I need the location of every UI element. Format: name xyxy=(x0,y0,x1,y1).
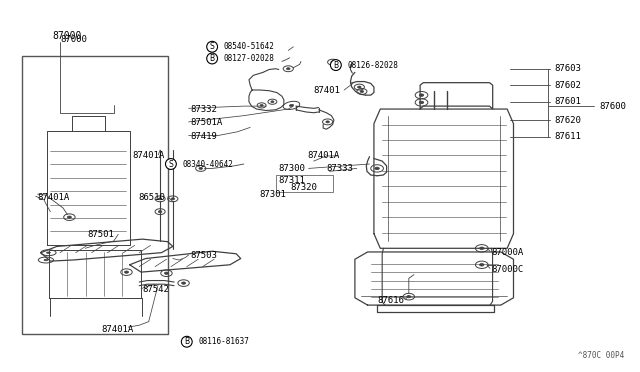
Circle shape xyxy=(158,211,162,213)
Text: 87542: 87542 xyxy=(142,285,169,294)
Circle shape xyxy=(479,247,484,250)
Circle shape xyxy=(407,295,411,298)
Text: 87503: 87503 xyxy=(191,251,218,260)
Text: 87501: 87501 xyxy=(87,230,114,239)
Text: ^870C 00P4: ^870C 00P4 xyxy=(579,351,625,360)
Circle shape xyxy=(182,282,186,284)
Text: 87419: 87419 xyxy=(190,132,217,141)
Circle shape xyxy=(199,167,202,169)
Text: 87311: 87311 xyxy=(279,176,306,185)
Circle shape xyxy=(271,101,274,103)
Text: 87320: 87320 xyxy=(290,183,317,192)
Text: 87401A: 87401A xyxy=(38,193,70,202)
Text: 87401: 87401 xyxy=(314,86,340,95)
Text: 87401A: 87401A xyxy=(101,325,133,334)
Text: 87301: 87301 xyxy=(260,190,287,199)
Text: 87401A: 87401A xyxy=(307,151,340,160)
Text: S: S xyxy=(210,42,214,51)
Bar xyxy=(276,174,333,192)
Text: 08340-40642: 08340-40642 xyxy=(182,160,233,169)
Text: 08127-02028: 08127-02028 xyxy=(223,54,275,63)
Circle shape xyxy=(375,167,380,170)
Text: B: B xyxy=(333,61,339,70)
Text: 87600: 87600 xyxy=(599,102,626,110)
Text: 87601: 87601 xyxy=(555,97,582,106)
Ellipse shape xyxy=(289,105,294,106)
Text: B: B xyxy=(209,54,214,63)
Text: 87602: 87602 xyxy=(555,81,582,90)
Circle shape xyxy=(360,90,364,93)
Circle shape xyxy=(67,216,72,218)
Ellipse shape xyxy=(38,257,54,263)
Text: B: B xyxy=(184,337,189,346)
Text: 08116-81637: 08116-81637 xyxy=(198,337,249,346)
Text: 86510: 86510 xyxy=(138,193,164,202)
Text: 87300: 87300 xyxy=(279,164,306,173)
Text: 87401A: 87401A xyxy=(133,151,165,160)
Text: 08540-51642: 08540-51642 xyxy=(223,42,275,51)
Circle shape xyxy=(331,61,335,63)
Ellipse shape xyxy=(47,252,51,253)
Text: S: S xyxy=(168,160,173,169)
Circle shape xyxy=(158,198,162,200)
Text: 87000: 87000 xyxy=(60,35,87,44)
Text: 87611: 87611 xyxy=(555,132,582,141)
Text: 87501A: 87501A xyxy=(190,118,222,128)
Circle shape xyxy=(287,68,290,70)
Text: 87000C: 87000C xyxy=(492,265,524,274)
Circle shape xyxy=(419,94,424,96)
Circle shape xyxy=(125,271,129,273)
Circle shape xyxy=(326,121,330,123)
Circle shape xyxy=(358,86,361,88)
Text: 87000: 87000 xyxy=(52,32,82,42)
Circle shape xyxy=(479,263,484,266)
Circle shape xyxy=(171,198,175,200)
Circle shape xyxy=(164,272,168,275)
Text: 87616: 87616 xyxy=(377,296,404,305)
Text: 87332: 87332 xyxy=(190,105,217,114)
Text: 87333: 87333 xyxy=(326,164,353,173)
Circle shape xyxy=(260,105,263,106)
Text: 87620: 87620 xyxy=(555,116,582,125)
Ellipse shape xyxy=(41,250,56,256)
Text: 08126-82028: 08126-82028 xyxy=(348,61,398,70)
Ellipse shape xyxy=(283,101,300,109)
Ellipse shape xyxy=(44,259,48,261)
Text: 87000A: 87000A xyxy=(492,248,524,257)
Bar xyxy=(22,56,168,334)
Circle shape xyxy=(419,101,424,104)
Text: 87603: 87603 xyxy=(555,64,582,73)
